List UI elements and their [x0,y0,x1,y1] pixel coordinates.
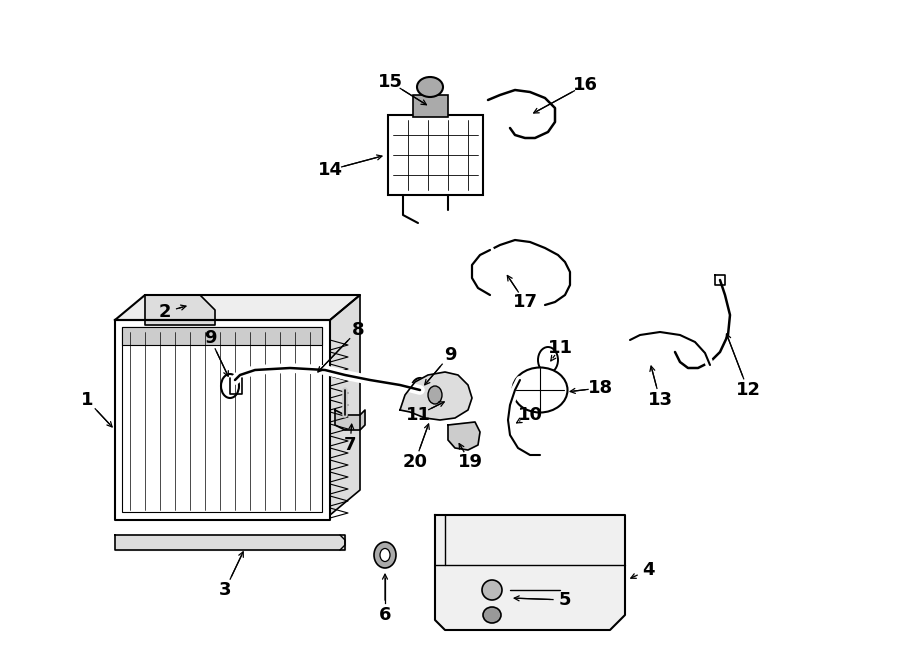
Polygon shape [330,295,360,515]
Text: 4: 4 [642,561,654,579]
Text: 14: 14 [318,161,343,179]
Text: 19: 19 [457,453,482,471]
Ellipse shape [221,374,239,398]
Ellipse shape [380,549,390,561]
Text: 13: 13 [647,391,672,409]
Text: 5: 5 [559,591,572,609]
Text: 11: 11 [547,339,572,357]
Ellipse shape [512,368,568,412]
Ellipse shape [374,542,396,568]
Text: 18: 18 [588,379,613,397]
Text: 1: 1 [81,391,94,409]
Polygon shape [400,372,472,420]
Text: 11: 11 [406,406,430,424]
Bar [388,115,483,195]
Text: 16: 16 [572,76,598,94]
Ellipse shape [482,580,502,600]
Ellipse shape [417,77,443,97]
Text: 15: 15 [377,73,402,91]
Text: 8: 8 [352,321,365,339]
Text: 12: 12 [735,381,760,399]
Bar [122,327,322,345]
Text: 6: 6 [379,606,392,624]
Bar [122,327,322,512]
Text: 7: 7 [344,436,356,454]
Polygon shape [115,535,345,550]
Text: 3: 3 [219,581,231,599]
Text: 17: 17 [512,293,537,311]
Text: 10: 10 [518,406,543,424]
Polygon shape [115,295,360,320]
Bar [413,95,448,117]
Polygon shape [448,422,480,450]
Text: 9: 9 [444,346,456,364]
Polygon shape [145,295,215,325]
Ellipse shape [411,378,429,402]
Ellipse shape [428,386,442,404]
Text: 20: 20 [402,453,428,471]
Text: 9: 9 [203,329,216,347]
Polygon shape [115,320,330,520]
Polygon shape [435,515,625,630]
Ellipse shape [445,387,465,413]
Ellipse shape [538,347,558,373]
Ellipse shape [483,607,501,623]
Text: 2: 2 [158,303,171,321]
Polygon shape [335,410,365,430]
